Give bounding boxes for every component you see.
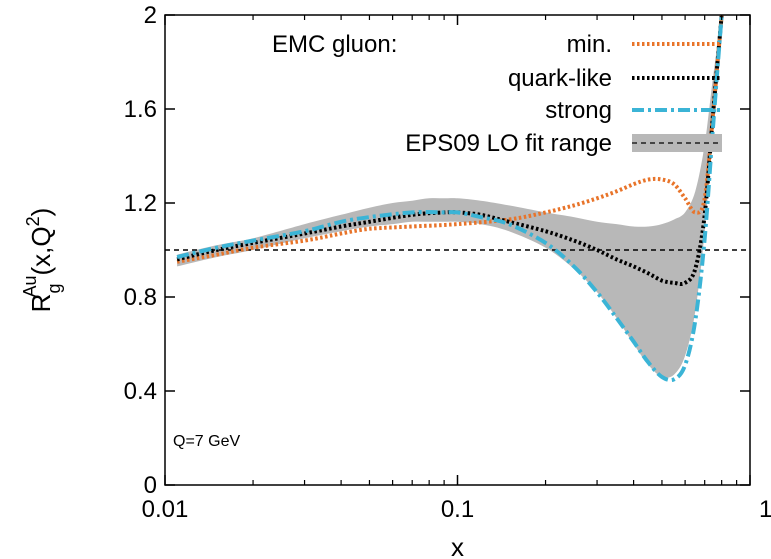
y-tick-label: 0.8 bbox=[124, 284, 157, 311]
x-tick-label: 0.01 bbox=[142, 496, 189, 523]
x-axis-label: x bbox=[451, 532, 464, 559]
series-line-min bbox=[176, 15, 724, 264]
series-line-strong bbox=[176, 15, 724, 383]
x-tick-label: 1 bbox=[759, 496, 771, 523]
y-label-args: (x,Q bbox=[26, 226, 56, 275]
q-scale-annotation: Q=7 GeV bbox=[173, 433, 240, 450]
legend-label: min. bbox=[567, 31, 612, 58]
y-axis-label: Rg Au(x,Q2) bbox=[20, 208, 64, 313]
y-label-args-end: ) bbox=[26, 208, 56, 217]
series-layer bbox=[176, 15, 724, 383]
legend: EMC gluon: min. quark-like strong EPS09 LO f… bbox=[272, 31, 722, 157]
legend-title: EMC gluon: bbox=[272, 31, 397, 58]
y-tick-label: 1.6 bbox=[124, 96, 157, 123]
y-tick-label: 1.2 bbox=[124, 190, 157, 217]
legend-label: EPS09 LO fit range bbox=[405, 130, 612, 157]
series-line-quark-like bbox=[176, 15, 724, 287]
fit-range-band-layer bbox=[177, 15, 722, 378]
x-tick-label: 0.1 bbox=[441, 496, 474, 523]
legend-label: quark-like bbox=[508, 65, 612, 92]
fit-range-band bbox=[177, 15, 722, 378]
legend-label: strong bbox=[545, 97, 612, 124]
axes-layer: 0 0.4 0.8 1.2 1.6 2 0.01 0.1 1 bbox=[124, 2, 771, 523]
y-label-base: R bbox=[26, 294, 56, 313]
y-label-sub: g bbox=[44, 284, 64, 294]
y-label-args-sup: 2 bbox=[23, 216, 43, 226]
y-tick-label: 0.4 bbox=[124, 378, 157, 405]
y-label-sup: Au bbox=[20, 275, 40, 297]
y-tick-label: 2 bbox=[144, 2, 157, 29]
y-tick-label: 0 bbox=[144, 472, 157, 499]
